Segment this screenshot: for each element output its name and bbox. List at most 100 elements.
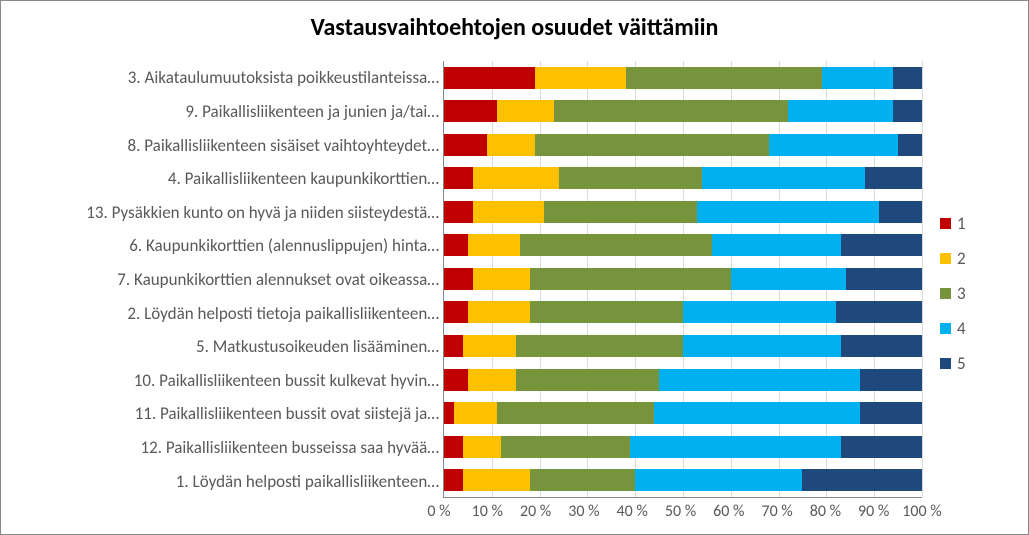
legend-swatch-3 (940, 288, 951, 299)
bar-segment-3 (520, 234, 711, 256)
bar-segment-5 (836, 301, 922, 323)
bar-segment-4 (822, 67, 894, 89)
legend: 1 2 3 4 5 (922, 61, 1020, 526)
bar-segment-3 (535, 134, 769, 156)
bar-segment-1 (444, 201, 473, 223)
bar-segment-5 (865, 167, 922, 189)
bar-segment-5 (841, 335, 922, 357)
bar-segment-2 (463, 436, 501, 458)
y-label: 11. Paikallisliikenteen bussit ovat siis… (9, 405, 439, 422)
bar-segment-1 (444, 234, 468, 256)
legend-swatch-5 (940, 358, 951, 369)
bar-segment-5 (841, 234, 922, 256)
bar-row (444, 234, 922, 256)
bar-segment-3 (530, 301, 683, 323)
bar-row (444, 436, 922, 458)
bar-segment-4 (712, 234, 841, 256)
bar-segment-3 (559, 167, 702, 189)
bar-segment-4 (697, 201, 879, 223)
bar-segment-3 (626, 67, 822, 89)
y-label: 5. Matkustusoikeuden lisääminen… (9, 338, 439, 355)
legend-item-5: 5 (940, 353, 1020, 374)
bars-column (443, 61, 922, 498)
y-label: 3. Aikataulumuutoksista poikkeustilantei… (9, 69, 439, 86)
x-tick-label: 100 % (902, 502, 941, 521)
bar-segment-2 (473, 167, 559, 189)
bar-segment-1 (444, 369, 468, 391)
gridline (922, 61, 923, 497)
bar-segment-1 (444, 268, 473, 290)
x-tick-label: 10 % (472, 502, 503, 521)
y-label: 7. Kaupunkikorttien alennukset ovat oike… (9, 271, 439, 288)
bar-segment-5 (860, 402, 922, 424)
y-label: 8. Paikallisliikenteen sisäiset vaihtoyh… (9, 137, 439, 154)
y-label: 10. Paikallisliikenteen bussit kulkevat … (9, 372, 439, 389)
bar-segment-3 (497, 402, 655, 424)
bar-segment-1 (444, 335, 463, 357)
x-tick-label: 80 % (810, 502, 841, 521)
legend-label: 5 (957, 353, 966, 374)
bar-segment-4 (630, 436, 840, 458)
bar-segment-2 (473, 201, 545, 223)
legend-swatch-2 (940, 253, 951, 264)
bar-segment-5 (898, 134, 922, 156)
x-tick-label: 50 % (665, 502, 696, 521)
bar-segment-2 (468, 234, 521, 256)
bar-segment-2 (487, 134, 535, 156)
bar-segment-5 (893, 67, 922, 89)
bar-row (444, 369, 922, 391)
bar-segment-1 (444, 301, 468, 323)
x-tick-label: 20 % (520, 502, 551, 521)
bar-segment-3 (554, 100, 788, 122)
bar-row (444, 67, 922, 89)
y-label: 1. Löydän helposti paikallisliikenteen… (9, 473, 439, 490)
bar-segment-2 (497, 100, 554, 122)
chart-title: Vastausvaihtoehtojen osuudet väittämiin (1, 1, 1028, 50)
bar-segment-1 (444, 100, 497, 122)
x-tick-label: 0 % (427, 502, 450, 521)
y-label: 13. Pysäkkien kunto on hyvä ja niiden si… (9, 204, 439, 221)
bar-row (444, 335, 922, 357)
bar-row (444, 100, 922, 122)
bar-segment-4 (683, 335, 841, 357)
bar-row (444, 301, 922, 323)
bar-segment-4 (683, 301, 836, 323)
bar-segment-4 (654, 402, 860, 424)
y-label: 12. Paikallisliikenteen busseissa saa hy… (9, 439, 439, 456)
bar-segment-1 (444, 469, 463, 491)
bar-row (444, 134, 922, 156)
legend-item-1: 1 (940, 213, 1020, 234)
bar-row (444, 201, 922, 223)
legend-swatch-4 (940, 323, 951, 334)
x-tick-label: 30 % (568, 502, 599, 521)
bars-stack (444, 61, 922, 497)
bar-segment-4 (702, 167, 865, 189)
plot-area: 3. Aikataulumuutoksista poikkeustilantei… (9, 61, 922, 526)
legend-item-4: 4 (940, 318, 1020, 339)
bar-segment-5 (846, 268, 922, 290)
legend-swatch-1 (940, 218, 951, 229)
bar-segment-5 (841, 436, 922, 458)
bar-segment-3 (530, 268, 731, 290)
legend-label: 1 (957, 213, 966, 234)
bar-segment-5 (802, 469, 922, 491)
chart-container: Vastausvaihtoehtojen osuudet väittämiin … (0, 0, 1029, 535)
legend-item-3: 3 (940, 283, 1020, 304)
bar-segment-4 (635, 469, 802, 491)
bar-segment-3 (530, 469, 635, 491)
x-tick-label: 40 % (617, 502, 648, 521)
bar-segment-1 (444, 67, 535, 89)
x-tick-label: 70 % (761, 502, 792, 521)
bar-segment-5 (893, 100, 922, 122)
bar-row (444, 167, 922, 189)
legend-item-2: 2 (940, 248, 1020, 269)
bar-segment-1 (444, 134, 487, 156)
bar-segment-4 (731, 268, 846, 290)
bar-segment-2 (463, 469, 530, 491)
chart-body: 3. Aikataulumuutoksista poikkeustilantei… (9, 61, 1020, 526)
bar-segment-2 (454, 402, 497, 424)
legend-label: 3 (957, 283, 966, 304)
bar-segment-5 (879, 201, 922, 223)
y-label: 9. Paikallisliikenteen ja junien ja/tai… (9, 103, 439, 120)
bar-row (444, 402, 922, 424)
